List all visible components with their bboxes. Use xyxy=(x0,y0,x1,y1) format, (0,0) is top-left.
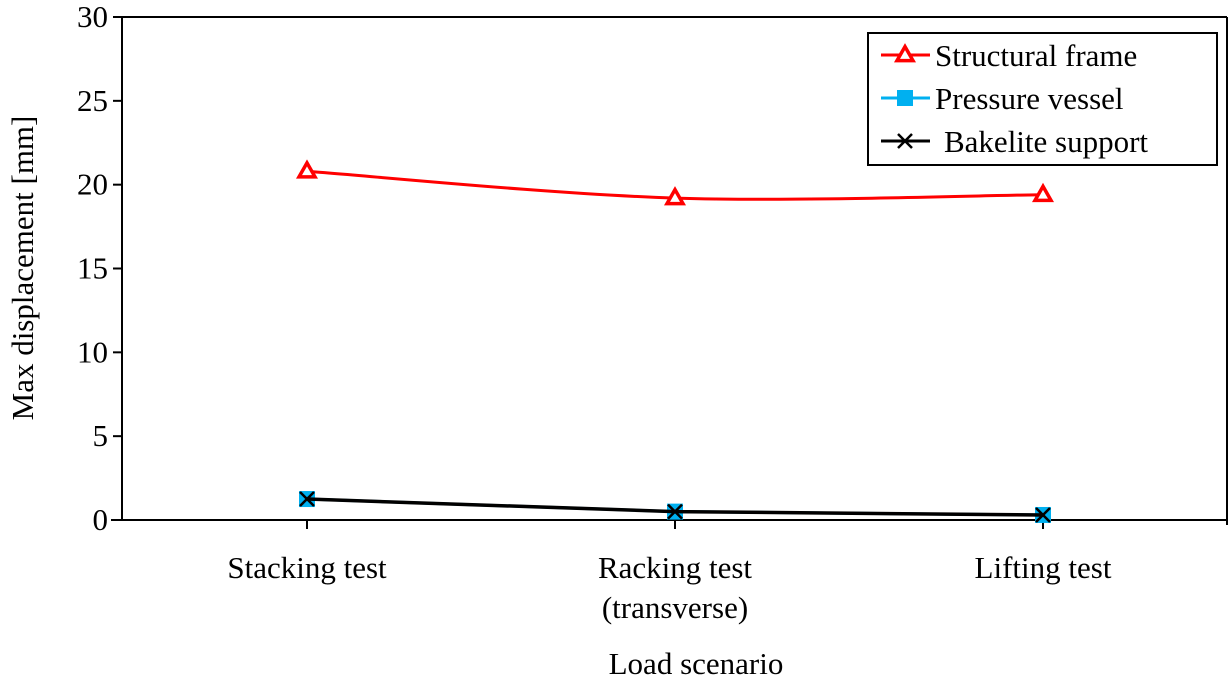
x-category-label: Racking test xyxy=(598,550,752,585)
x-marker xyxy=(667,503,683,520)
triangle-marker xyxy=(1031,182,1055,203)
y-axis-title: Max displacement [mm] xyxy=(5,116,40,421)
triangle-marker xyxy=(295,159,319,179)
square-marker xyxy=(897,90,913,106)
x-category-label: Stacking test xyxy=(227,550,387,585)
legend: Structural frame Pressure vessel Bakelite … xyxy=(867,32,1218,166)
legend-item: Structural frame xyxy=(881,38,1137,73)
x-marker xyxy=(897,133,913,149)
y-tick-label: 5 xyxy=(93,418,109,453)
legend-item: Pressure vessel xyxy=(881,81,1124,116)
x-axis-title: Load scenario xyxy=(609,646,784,681)
x-category-label: (transverse) xyxy=(602,590,748,625)
x-marker xyxy=(299,491,315,507)
legend-label: Bakelite support xyxy=(944,124,1148,159)
x-axis: Stacking test Racking test (transverse) Lif… xyxy=(227,520,1112,625)
series-pressure-vessel xyxy=(299,491,1051,523)
series-bakelite-support xyxy=(299,491,1051,523)
y-tick-label: 0 xyxy=(93,502,109,537)
y-axis: 0 5 10 15 20 25 30 xyxy=(77,0,122,537)
y-tick-label: 25 xyxy=(77,83,108,118)
y-tick-label: 10 xyxy=(77,334,108,369)
series-structural-frame xyxy=(295,159,1055,206)
triangle-marker xyxy=(893,43,917,63)
triangle-marker xyxy=(663,186,687,206)
y-tick-label: 30 xyxy=(77,0,108,34)
legend-item: Bakelite support xyxy=(881,124,1148,159)
x-category-label: Lifting test xyxy=(975,550,1112,585)
y-tick-label: 15 xyxy=(77,251,108,286)
x-marker xyxy=(1035,507,1051,523)
series-layer xyxy=(295,159,1055,523)
y-tick-label: 20 xyxy=(77,167,108,202)
legend-label: Pressure vessel xyxy=(935,81,1124,116)
legend-label: Structural frame xyxy=(935,38,1137,73)
